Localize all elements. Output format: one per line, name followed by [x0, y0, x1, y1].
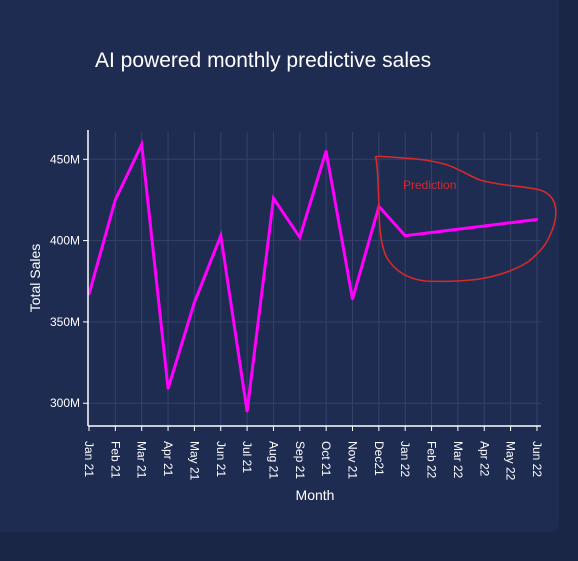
data-point — [430, 231, 433, 234]
annotation-label: Prediction — [403, 178, 456, 192]
x-axis-label: Month — [296, 487, 335, 503]
data-point — [324, 149, 328, 153]
data-point — [166, 387, 170, 390]
x-tick-label: Jun 21 — [214, 441, 228, 477]
axes: Jan 21 Feb 21 Mar 21 Apr 21 May 21 Jun 21 Jul … — [50, 130, 544, 481]
data-point — [272, 197, 275, 200]
x-tick-label: Oct 21 — [319, 441, 333, 477]
data-point — [114, 198, 117, 202]
data-point — [535, 218, 539, 221]
x-tick-label: May 21 — [187, 441, 201, 481]
data-point — [456, 228, 460, 231]
x-tick-label: Mar 21 — [135, 441, 149, 479]
annotation-circle — [374, 155, 557, 283]
x-tick-label: Feb 21 — [108, 441, 122, 479]
chart-card: AI powered monthly predictive sales Jan … — [0, 0, 559, 532]
x-tick-label: Apr 22 — [477, 441, 491, 477]
data-point — [245, 410, 249, 413]
grid-lines — [88, 132, 541, 426]
x-tick-label: Nov 21 — [346, 441, 360, 479]
x-tick-label: Jan 22 — [398, 441, 412, 477]
series-line — [87, 139, 538, 412]
data-point — [509, 221, 512, 224]
x-tick-label: May 22 — [504, 441, 518, 481]
data-point — [219, 234, 222, 237]
x-tick-label: Aug 21 — [266, 441, 280, 479]
data-point — [404, 234, 407, 237]
series-layer — [87, 139, 539, 413]
y-tick-label: 400M — [50, 234, 80, 248]
y-tick-label: 450M — [50, 152, 80, 166]
x-tick-label: Jun 22 — [530, 441, 544, 477]
data-point — [193, 301, 196, 304]
data-point — [140, 143, 143, 146]
x-tick-label: Jul 21 — [240, 441, 254, 473]
data-point — [351, 297, 354, 301]
prediction-annotation: Prediction — [374, 155, 557, 283]
x-tick-label: Dec21 — [372, 441, 386, 476]
y-axis-label: Total Sales — [27, 244, 43, 312]
data-point — [298, 236, 301, 239]
y-tick-label: 350M — [50, 315, 80, 329]
x-tick-label: Jan 21 — [82, 441, 96, 477]
x-tick-label: Feb 22 — [425, 441, 439, 479]
x-tick-label: Mar 22 — [451, 441, 465, 479]
x-tick-label: Sep 21 — [293, 441, 307, 479]
y-tick-label: 300M — [50, 396, 80, 410]
x-tick-label: Apr 21 — [161, 441, 175, 477]
chart-title: AI powered monthly predictive sales — [95, 49, 432, 72]
data-point — [483, 224, 486, 228]
